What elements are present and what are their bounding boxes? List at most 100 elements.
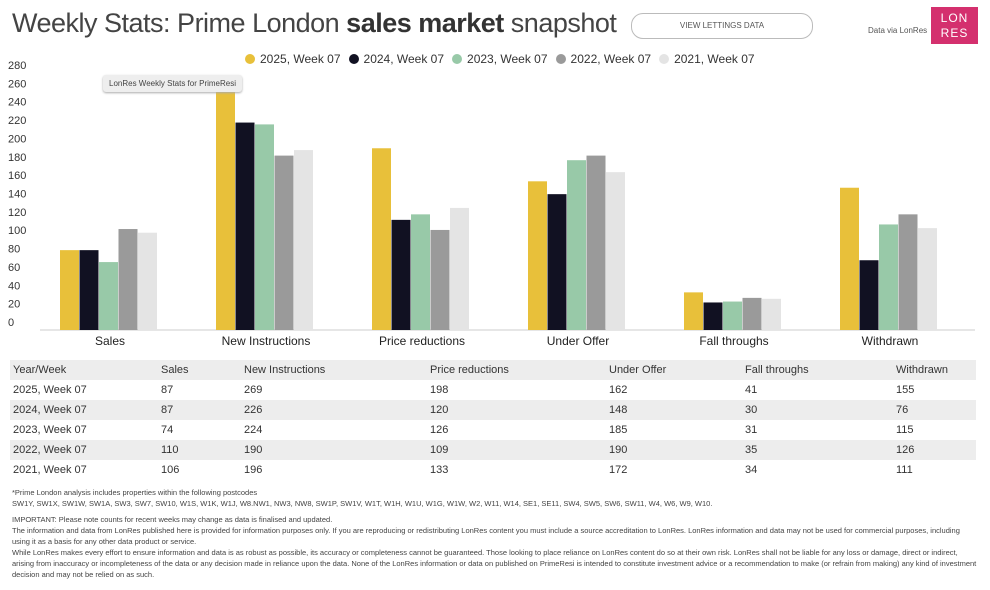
data-table: Year/Week Sales New Instructions Price redu… <box>10 360 976 480</box>
bar[interactable] <box>138 232 157 330</box>
x-tick-label: Withdrawn <box>862 334 919 348</box>
legend-swatch <box>245 54 255 64</box>
bar[interactable] <box>391 219 411 330</box>
table-header: Year/Week Sales New Instructions Price redu… <box>10 360 976 380</box>
bar[interactable] <box>703 302 723 330</box>
legend-swatch <box>452 54 463 64</box>
bar[interactable] <box>450 207 469 330</box>
bar[interactable] <box>294 150 313 330</box>
bar[interactable] <box>859 260 879 330</box>
table-cell: 126 <box>430 424 449 436</box>
title-bold: sales market <box>346 8 504 38</box>
page-title: Weekly Stats: Prime London sales market … <box>12 8 617 39</box>
bar[interactable] <box>567 160 586 330</box>
column-header: Withdrawn <box>896 364 948 376</box>
table-cell: 106 <box>161 464 180 476</box>
y-tick-label: 260 <box>8 78 26 90</box>
y-tick-label: 0 <box>8 317 14 329</box>
table-cell: 172 <box>609 464 628 476</box>
table-cell: 155 <box>896 384 915 396</box>
table-cell: 2021, Week 07 <box>13 464 87 476</box>
legend-label: 2025, Week 07 <box>260 52 341 66</box>
table-cell: 133 <box>430 464 449 476</box>
bar[interactable] <box>430 229 450 330</box>
table-cell: 148 <box>609 404 628 416</box>
bar[interactable] <box>255 124 274 331</box>
bar[interactable] <box>879 224 898 330</box>
y-tick-label: 100 <box>8 225 26 237</box>
legend-item[interactable]: 2021, Week 07 <box>659 52 755 66</box>
legend-swatch <box>348 54 359 64</box>
legend-item[interactable]: 2023, Week 07 <box>452 52 548 66</box>
bar[interactable] <box>762 298 781 330</box>
bar[interactable] <box>60 250 79 330</box>
table-cell: 74 <box>161 424 174 436</box>
bar[interactable] <box>372 148 391 330</box>
table-cell: 120 <box>430 404 449 416</box>
x-tick-label: Sales <box>95 334 125 348</box>
bar[interactable] <box>274 155 294 330</box>
table-cell: 126 <box>896 444 915 456</box>
footnote: *Prime London analysis includes properti… <box>12 488 258 497</box>
bar-chart: 0 20 40 60 80 100 120 140 160 180 200 220 240 260 280 S… <box>8 60 975 348</box>
table-cell: 41 <box>745 384 758 396</box>
legend-item[interactable]: 2025, Week 07 <box>245 52 341 66</box>
bar[interactable] <box>235 122 255 330</box>
legend-item[interactable]: 2022, Week 07 <box>555 52 652 66</box>
table-cell: 31 <box>745 424 758 436</box>
legend-label: 2024, Week 07 <box>363 52 445 66</box>
view-lettings-data-button[interactable]: VIEW LETTINGS DATA <box>631 13 813 39</box>
legend-label: 2022, Week 07 <box>570 52 652 66</box>
bar[interactable] <box>79 250 99 330</box>
bar[interactable] <box>742 297 762 330</box>
footnote: While LonRes makes every effort to ensur… <box>12 548 977 579</box>
table-row: 2024, Week 07 87 226 120 148 30 76 <box>10 400 976 420</box>
lonres-logo[interactable]: LON RES <box>931 7 978 44</box>
legend-label: 2023, Week 07 <box>467 52 548 66</box>
table-cell: 87 <box>161 404 174 416</box>
table-cell: 196 <box>244 464 263 476</box>
table-row: 2023, Week 07 74 224 126 185 31 115 <box>10 420 976 440</box>
bar[interactable] <box>118 229 138 330</box>
y-tick-label: 240 <box>8 97 26 109</box>
bar[interactable] <box>528 181 547 330</box>
bar[interactable] <box>586 155 606 330</box>
bar[interactable] <box>840 187 859 330</box>
y-tick-label: 180 <box>8 152 26 164</box>
y-tick-label: 80 <box>8 244 20 256</box>
legend-swatch <box>659 54 670 64</box>
table-cell: 87 <box>161 384 174 396</box>
table-row: 2021, Week 07 106 196 133 172 34 111 <box>10 460 976 480</box>
footnote: SW1Y, SW1X, SW1W, SW1A, SW3, SW7, SW10, … <box>12 499 713 508</box>
legend-swatch <box>555 54 566 64</box>
legend-label: 2021, Week 07 <box>674 52 755 66</box>
bar[interactable] <box>99 262 118 330</box>
y-tick-label: 220 <box>8 115 26 127</box>
x-tick-label: Under Offer <box>547 334 609 348</box>
table-cell: 162 <box>609 384 628 396</box>
column-header: Year/Week <box>13 364 67 376</box>
column-header: Under Offer <box>609 364 667 376</box>
bar[interactable] <box>606 172 625 330</box>
table-cell: 226 <box>244 404 263 416</box>
title-part: Weekly Stats: Prime London <box>12 8 347 38</box>
bar[interactable] <box>684 292 703 330</box>
footnotes: *Prime London analysis includes properti… <box>12 487 977 580</box>
bar[interactable] <box>216 83 235 330</box>
legend-item[interactable]: 2024, Week 07 <box>348 52 445 66</box>
y-tick-label: 120 <box>8 207 26 219</box>
table-cell: 190 <box>609 444 628 456</box>
bar[interactable] <box>898 214 918 330</box>
bar[interactable] <box>547 194 567 330</box>
y-tick-label: 200 <box>8 133 26 145</box>
bar[interactable] <box>411 214 430 330</box>
column-header: Price reductions <box>430 364 509 376</box>
title-part: snapshot <box>503 8 617 38</box>
table-cell: 198 <box>430 384 449 396</box>
table-cell: 224 <box>244 424 263 436</box>
y-tick-label: 280 <box>8 60 26 72</box>
bar[interactable] <box>918 228 937 330</box>
y-tick-label: 160 <box>8 170 26 182</box>
bar[interactable] <box>723 301 742 330</box>
table-cell: 115 <box>896 424 914 436</box>
